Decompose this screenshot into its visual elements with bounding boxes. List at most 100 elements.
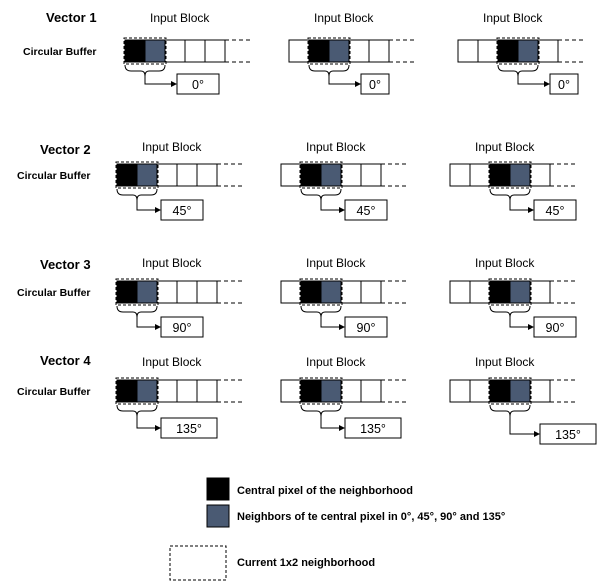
buffer-cell [176, 280, 198, 304]
neighbor-pixel-cell [328, 39, 350, 63]
arrow-head [544, 81, 550, 87]
neighbor-pixel-cell [509, 280, 531, 304]
angle-arrow [509, 416, 536, 435]
neighborhood-bracket [300, 188, 342, 201]
circular-buffer-label: Circular Buffer [17, 170, 91, 182]
legend-central-swatch [206, 477, 230, 501]
arrow-head [528, 207, 534, 213]
buffer-cell [340, 379, 362, 403]
central-pixel-cell [116, 379, 138, 403]
buffer-cell [469, 280, 491, 304]
neighborhood-bracket [489, 404, 531, 417]
angle-box [533, 199, 577, 221]
angle-box [549, 73, 579, 95]
buffer-panel: Input Block 135° [280, 355, 409, 439]
buffer-cell [288, 39, 310, 63]
buffer-cell [529, 280, 551, 304]
current-neighborhood-outline [299, 278, 343, 306]
input-block-label: Input Block [142, 355, 202, 369]
buffer-cell [156, 163, 178, 187]
current-neighborhood-outline [307, 37, 351, 65]
current-neighborhood-outline [488, 161, 532, 189]
angle-arrow [320, 200, 341, 211]
angle-label: 135° [555, 428, 581, 442]
angle-arrow [509, 200, 530, 211]
neighbor-pixel-cell [509, 163, 531, 187]
buffer-cell [449, 280, 471, 304]
angle-arrow [320, 416, 341, 429]
angle-label: 0° [558, 78, 570, 92]
neighbor-pixel-cell [320, 280, 342, 304]
angle-label: 45° [173, 204, 192, 218]
buffer-cell [360, 280, 382, 304]
neighbor-pixel-cell [136, 163, 158, 187]
legend-neighbor-swatch [206, 504, 230, 528]
arrow-head [339, 324, 345, 330]
current-neighborhood-outline [115, 161, 159, 189]
angle-arrow [320, 317, 341, 328]
input-block-label: Input Block [306, 140, 366, 154]
angle-label: 135° [360, 422, 386, 436]
current-neighborhood-outline [488, 377, 532, 405]
buffer-cell [176, 379, 198, 403]
neighbor-pixel-cell [136, 280, 158, 304]
neighborhood-bracket [124, 64, 166, 77]
current-neighborhood-outline [123, 37, 167, 65]
angle-label: 90° [546, 321, 565, 335]
buffer-cell [280, 163, 302, 187]
angle-label: 90° [173, 321, 192, 335]
central-pixel-cell [116, 163, 138, 187]
angle-box [344, 199, 388, 221]
angle-box [176, 73, 220, 95]
legend-central-label: Central pixel of the neighborhood [237, 485, 413, 497]
angle-label: 0° [192, 78, 204, 92]
arrow-head [534, 431, 540, 437]
buffer-cell [184, 39, 206, 63]
buffer-cell [340, 163, 362, 187]
current-neighborhood-outline [496, 37, 540, 65]
input-block-label: Input Block [306, 355, 366, 369]
angle-box [160, 316, 204, 338]
input-block-label: Input Block [475, 140, 535, 154]
buffer-cell [280, 379, 302, 403]
neighborhood-bracket [116, 188, 158, 201]
angle-label: 135° [176, 422, 202, 436]
angle-label: 45° [546, 204, 565, 218]
central-pixel-cell [308, 39, 330, 63]
current-neighborhood-outline [488, 278, 532, 306]
vector-label: Vector 1 [46, 10, 97, 25]
neighborhood-bracket [308, 64, 350, 77]
arrow-head [155, 207, 161, 213]
angle-arrow [509, 317, 530, 328]
neighborhood-bracket [116, 305, 158, 318]
buffer-panel: Input Block 0° [288, 11, 417, 95]
buffer-cell [477, 39, 499, 63]
neighborhood-bracket [489, 305, 531, 318]
central-pixel-cell [124, 39, 146, 63]
buffer-cell [156, 280, 178, 304]
buffer-cell [469, 379, 491, 403]
input-block-label: Input Block [314, 11, 374, 25]
neighbor-pixel-cell [136, 379, 158, 403]
neighbor-pixel-cell [509, 379, 531, 403]
legend-neighbor-label: Neighbors of te central pixel in 0°, 45°… [237, 511, 505, 523]
buffer-cell [340, 280, 362, 304]
buffer-cell [469, 163, 491, 187]
angle-box [160, 417, 218, 439]
buffer-cell [529, 163, 551, 187]
input-block-label: Input Block [475, 355, 535, 369]
angle-box [160, 199, 204, 221]
arrow-head [155, 324, 161, 330]
buffer-cell [156, 379, 178, 403]
circular-buffer-label: Circular Buffer [17, 386, 91, 398]
buffer-panel: Input Block 45° [449, 140, 578, 221]
angle-box [360, 73, 390, 95]
angle-box [344, 417, 402, 439]
buffer-cell [164, 39, 186, 63]
buffer-cell [360, 163, 382, 187]
buffer-cell [449, 163, 471, 187]
angle-arrow [517, 76, 546, 85]
buffer-cell [368, 39, 390, 63]
